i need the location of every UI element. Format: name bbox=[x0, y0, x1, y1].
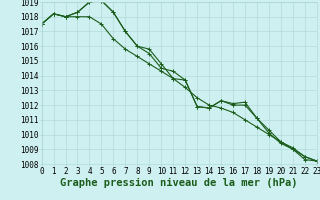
X-axis label: Graphe pression niveau de la mer (hPa): Graphe pression niveau de la mer (hPa) bbox=[60, 178, 298, 188]
